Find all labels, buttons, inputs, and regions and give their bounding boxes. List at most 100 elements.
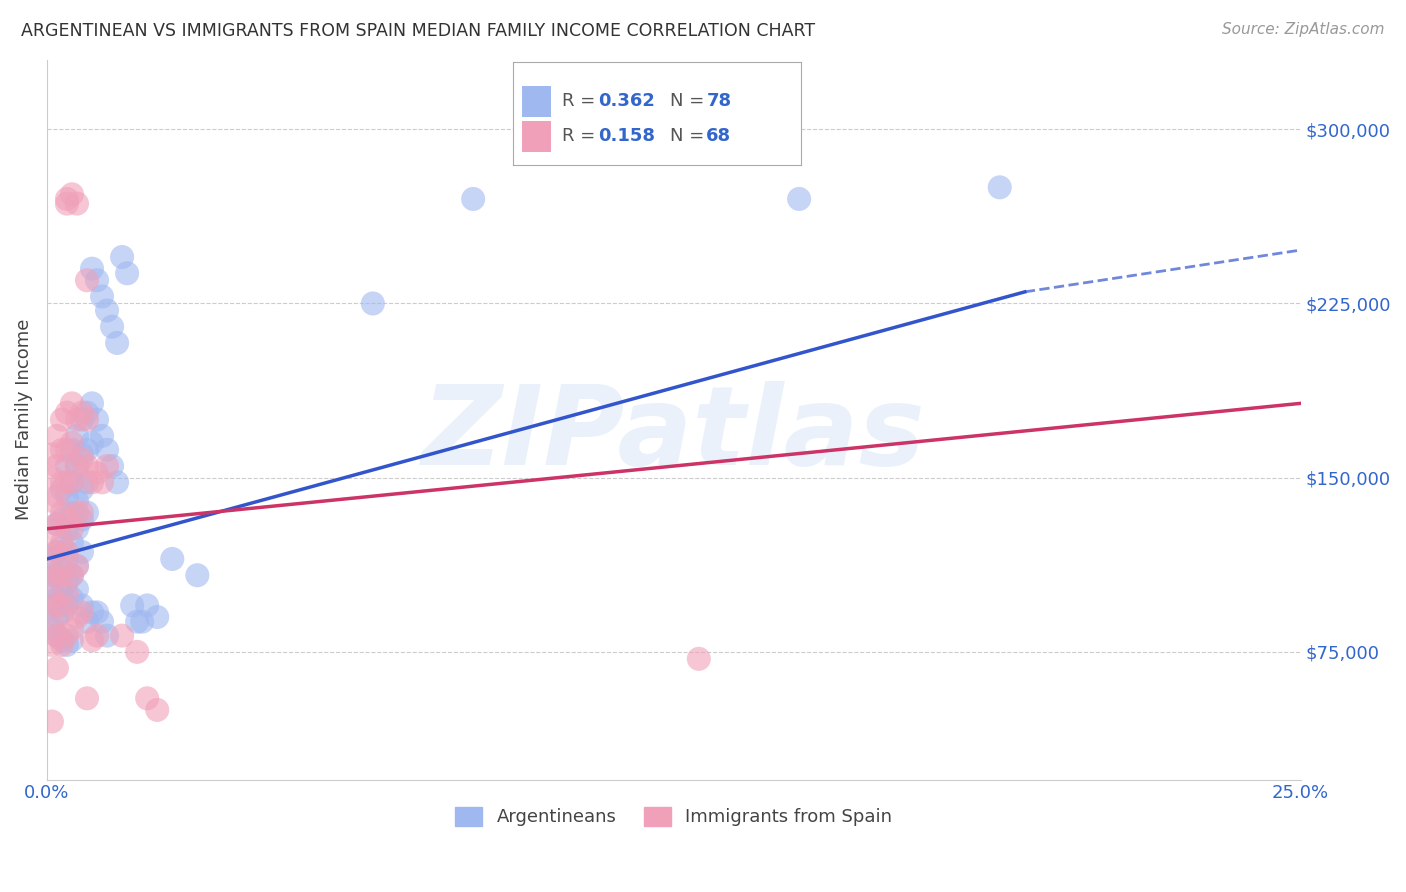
Point <box>66 458 89 473</box>
Text: 78: 78 <box>706 93 731 111</box>
FancyBboxPatch shape <box>522 86 551 117</box>
Point <box>186 568 208 582</box>
Point <box>86 466 108 480</box>
Point <box>41 447 63 461</box>
Point <box>787 192 810 206</box>
Point <box>70 545 93 559</box>
Point <box>41 615 63 629</box>
Point <box>66 522 89 536</box>
Point <box>41 591 63 606</box>
Text: 0.158: 0.158 <box>598 128 655 145</box>
Point <box>66 458 89 473</box>
Point <box>45 545 67 559</box>
Point <box>96 458 118 473</box>
Point <box>41 638 63 652</box>
Point <box>56 575 79 590</box>
Point <box>101 319 124 334</box>
Point <box>60 442 83 457</box>
Text: N =: N = <box>671 93 710 111</box>
Text: R =: R = <box>562 128 602 145</box>
Point <box>80 475 103 490</box>
Point <box>41 545 63 559</box>
Point <box>70 606 93 620</box>
Point <box>56 587 79 601</box>
Point <box>45 489 67 503</box>
Point <box>70 452 93 467</box>
Point <box>56 522 79 536</box>
Point <box>80 606 103 620</box>
Point <box>45 610 67 624</box>
Point <box>91 429 114 443</box>
Point <box>70 412 93 426</box>
Point <box>76 691 98 706</box>
Point <box>45 458 67 473</box>
Point <box>111 250 134 264</box>
Point <box>70 599 93 613</box>
Point <box>115 266 138 280</box>
Point <box>60 535 83 549</box>
Text: N =: N = <box>671 128 710 145</box>
Point <box>45 629 67 643</box>
Point <box>80 435 103 450</box>
Point <box>80 633 103 648</box>
Point <box>91 475 114 490</box>
Point <box>96 303 118 318</box>
Point <box>105 335 128 350</box>
Point <box>56 458 79 473</box>
Point <box>86 629 108 643</box>
Point <box>121 599 143 613</box>
Text: ZIPatlas: ZIPatlas <box>422 381 925 488</box>
Point <box>76 458 98 473</box>
Point <box>76 475 98 490</box>
Point <box>361 296 384 310</box>
Point <box>463 192 485 206</box>
Text: 0.362: 0.362 <box>598 93 655 111</box>
Point <box>51 412 73 426</box>
Point <box>988 180 1011 194</box>
Point <box>146 703 169 717</box>
Text: R =: R = <box>562 93 602 111</box>
Point <box>60 435 83 450</box>
Point <box>66 494 89 508</box>
Point <box>66 196 89 211</box>
Point <box>101 458 124 473</box>
Point <box>66 558 89 573</box>
Point <box>51 475 73 490</box>
Point <box>41 522 63 536</box>
Point <box>76 406 98 420</box>
Point <box>41 494 63 508</box>
Point <box>162 552 184 566</box>
Point <box>56 599 79 613</box>
Point <box>41 714 63 729</box>
Point <box>56 475 79 490</box>
Point <box>146 610 169 624</box>
Point <box>70 506 93 520</box>
Point <box>51 535 73 549</box>
Point <box>66 506 89 520</box>
Point <box>56 196 79 211</box>
Point <box>56 192 79 206</box>
Point <box>86 412 108 426</box>
Point <box>66 582 89 596</box>
Point <box>45 545 67 559</box>
Point <box>51 442 73 457</box>
Point <box>76 412 98 426</box>
Point <box>91 615 114 629</box>
Text: Source: ZipAtlas.com: Source: ZipAtlas.com <box>1222 22 1385 37</box>
Point <box>86 606 108 620</box>
Point <box>70 483 93 497</box>
Point <box>56 545 79 559</box>
Point <box>51 564 73 578</box>
Point <box>136 599 159 613</box>
Point <box>86 273 108 287</box>
Point <box>45 517 67 532</box>
Point <box>60 522 83 536</box>
Point <box>60 591 83 606</box>
Point <box>51 506 73 520</box>
Point <box>41 552 63 566</box>
Point <box>51 483 73 497</box>
Point <box>56 552 79 566</box>
Point <box>76 273 98 287</box>
Point <box>111 629 134 643</box>
Point <box>41 568 63 582</box>
